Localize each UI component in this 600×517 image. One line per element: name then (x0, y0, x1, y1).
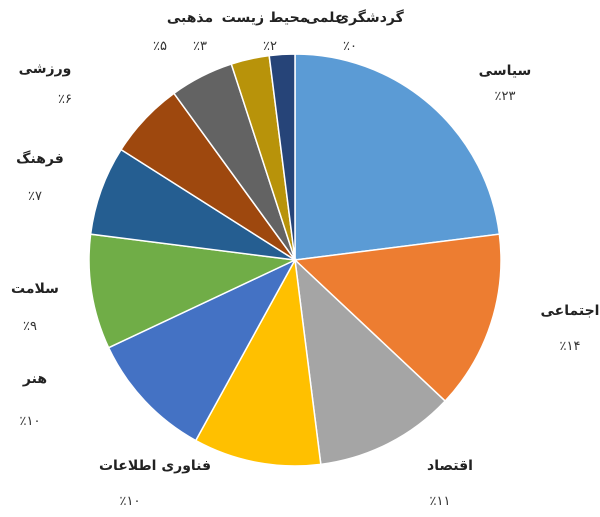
slice-value-label: ٪۱۴ (560, 339, 581, 354)
slice-label: فناوری اطلاعات (99, 458, 211, 474)
pie-slice (107, 258, 297, 442)
slice-value-label: ٪۵ (153, 39, 167, 54)
slice-value-label: ٪۱۰ (120, 494, 141, 509)
slice-label: سلامت (11, 281, 59, 297)
slice-value-label: ٪۱۰ (20, 414, 41, 429)
slice-label: اجتماعی (541, 303, 600, 319)
slice-label: محیط زیست (222, 10, 309, 26)
pie-slice (268, 53, 296, 261)
slice-value-label: ٪۰ (343, 39, 357, 54)
slice-value-label: ٪۳ (193, 39, 207, 54)
pie-slice (88, 233, 298, 349)
slice-value-label: ٪۲۳ (495, 89, 516, 104)
pie-slice (293, 233, 502, 403)
slice-label: فرهنگ (16, 150, 64, 167)
slice-label: مذهبی (167, 10, 213, 26)
slice-value-label: ٪۷ (28, 189, 42, 204)
pie-slice (294, 53, 501, 261)
slice-label: علمی (306, 10, 345, 26)
slice-value-label: ٪۹ (23, 319, 37, 334)
slice-label: هنر (22, 371, 47, 387)
pie-slice (194, 257, 322, 467)
slice-value-label: ٪۶ (58, 92, 72, 107)
slice-label: ورزشی (19, 61, 72, 77)
slice-value-label: ٪۱۱ (430, 494, 451, 509)
slice-label: اقتصاد (427, 458, 473, 474)
slice-label: سیاسی (479, 63, 532, 79)
pie-slice (293, 258, 447, 466)
slice-value-label: ٪۲ (263, 39, 277, 54)
slice-label: گردشگری (336, 9, 404, 26)
